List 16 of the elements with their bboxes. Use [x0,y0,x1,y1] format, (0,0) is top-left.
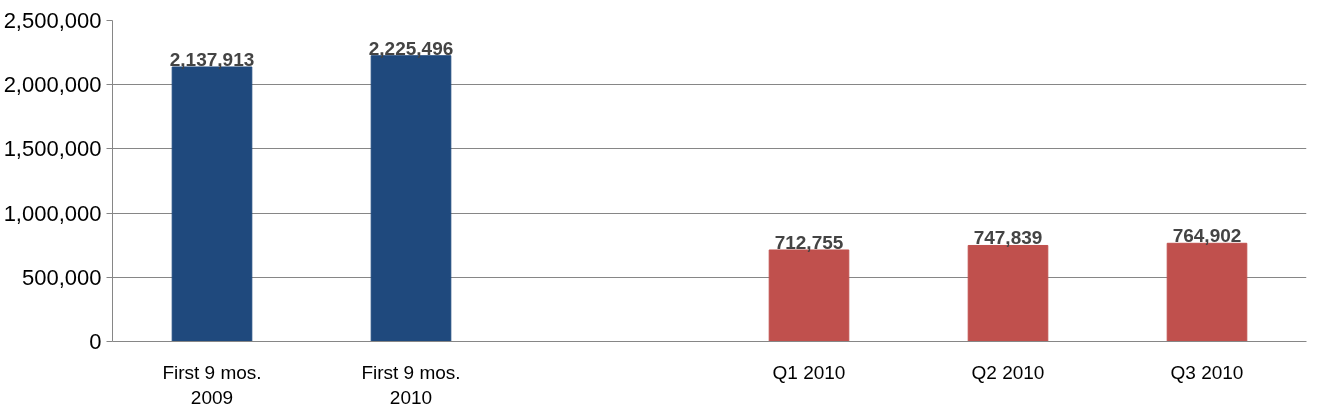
data-label: 712,755 [774,231,844,253]
y-tick-label: 0 [89,329,102,354]
y-tick-label: 500,000 [21,264,102,290]
x-tick-label: Q1 2010 [772,361,846,383]
data-label: 2,225,496 [368,37,454,59]
y-tick-label: 2,000,000 [3,72,102,98]
x-tick-label: First 9 mos. 2009 [162,361,262,408]
data-label: 2,137,913 [169,48,255,70]
y-tick-label: 1,500,000 [3,136,102,162]
y-tick-label: 2,500,000 [3,8,102,33]
y-tick-label: 1,000,000 [3,200,102,226]
x-tick-label: First 9 mos. 2010 [361,361,461,408]
x-tick-label: Q3 2010 [1170,361,1244,383]
data-label: 747,839 [973,227,1043,249]
data-label: 764,902 [1172,225,1242,247]
x-tick-label: Q2 2010 [971,361,1045,383]
